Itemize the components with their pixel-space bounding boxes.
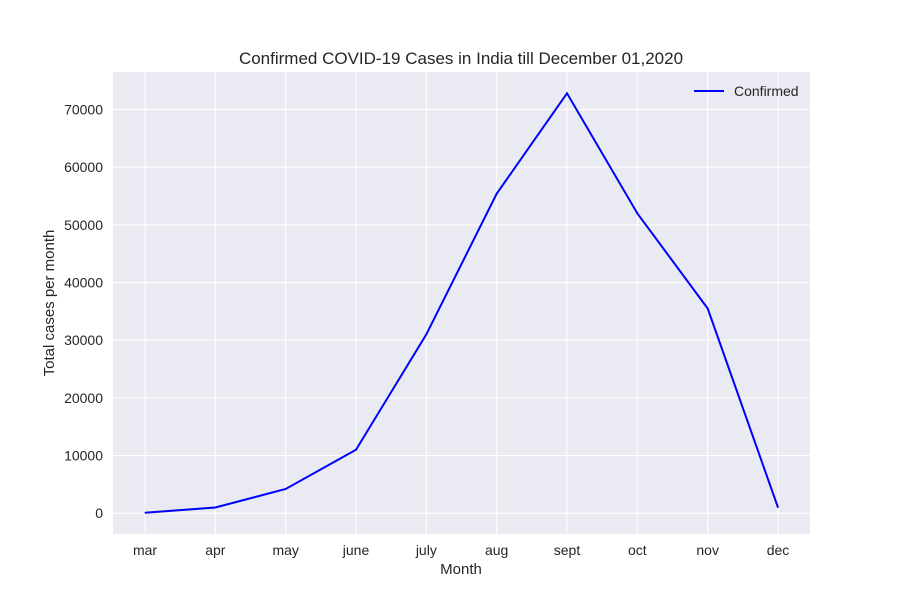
x-tick-label-apr: apr <box>205 542 226 558</box>
x-tick-labels: mar apr may june july aug sept oct nov dec <box>133 542 789 558</box>
x-tick-label-dec: dec <box>767 542 790 558</box>
data-point-july <box>425 333 427 335</box>
x-axis-label: Month <box>440 561 482 578</box>
x-tick-label-sept: sept <box>554 542 581 558</box>
chart-title: Confirmed COVID-19 Cases in India till D… <box>239 49 683 68</box>
x-tick-label-july: july <box>415 542 437 558</box>
plot-background <box>113 72 810 534</box>
y-tick-label: 40000 <box>64 275 103 291</box>
x-tick-label-may: may <box>272 542 298 558</box>
gridlines <box>113 72 810 534</box>
data-point-apr <box>214 506 216 508</box>
y-tick-label: 70000 <box>64 101 103 117</box>
data-point-may <box>285 488 287 490</box>
y-tick-labels: 0 10000 20000 30000 40000 50000 60000 70000 <box>64 101 103 521</box>
y-tick-label: 60000 <box>64 159 103 175</box>
data-point-mar <box>144 512 146 514</box>
data-point-june <box>355 449 357 451</box>
legend-label-confirmed: Confirmed <box>734 83 799 99</box>
x-tick-label-june: june <box>342 542 370 558</box>
data-point-oct <box>636 212 638 214</box>
x-tick-label-mar: mar <box>133 542 157 558</box>
data-point-aug <box>496 193 498 195</box>
data-points <box>144 92 779 514</box>
y-axis-label: Total cases per month <box>41 230 58 377</box>
y-tick-label: 20000 <box>64 390 103 406</box>
x-tick-label-oct: oct <box>628 542 647 558</box>
y-tick-label: 30000 <box>64 332 103 348</box>
y-tick-label: 50000 <box>64 217 103 233</box>
data-point-sept <box>566 92 568 94</box>
y-tick-label: 0 <box>95 505 103 521</box>
series-line-confirmed <box>144 91 779 514</box>
x-tick-label-nov: nov <box>696 542 719 558</box>
data-point-nov <box>707 307 709 309</box>
y-tick-label: 10000 <box>64 448 103 464</box>
legend: Confirmed <box>694 83 799 99</box>
x-tick-label-aug: aug <box>485 542 508 558</box>
data-point-dec <box>777 506 779 508</box>
